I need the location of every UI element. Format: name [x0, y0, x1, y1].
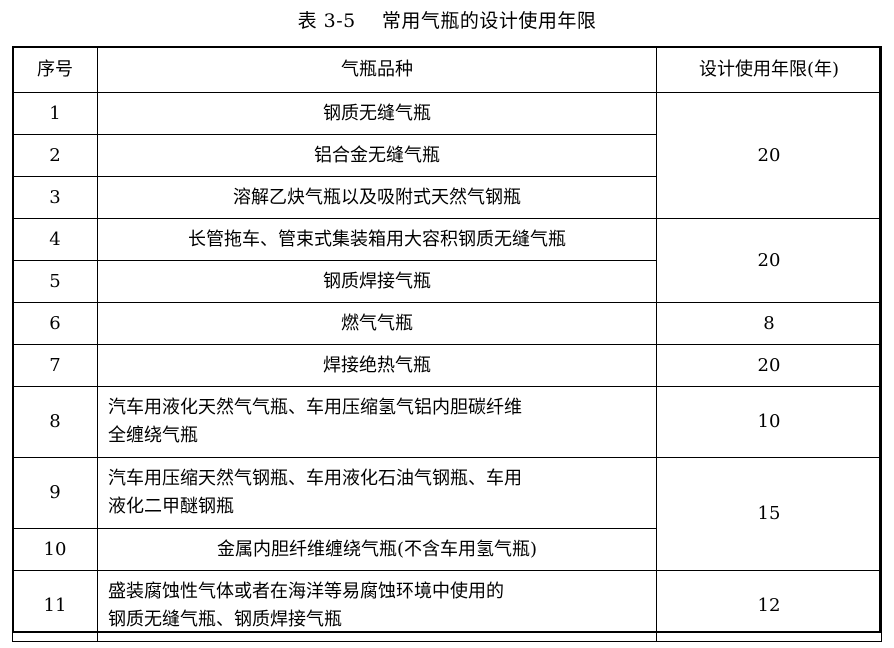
kind-line: 钢质无缝气瓶 — [323, 102, 431, 124]
header-cell-no: 序号 — [12, 46, 98, 93]
row-number-cell: 11 — [12, 570, 98, 642]
service-life-cell: 20 — [656, 344, 882, 387]
kind-line: 铝合金无缝气瓶 — [314, 144, 440, 166]
row-number-cell: 10 — [12, 528, 98, 571]
kind-line: 长管拖车、管束式集装箱用大容积钢质无缝气瓶 — [188, 228, 566, 250]
service-life-cell: 10 — [656, 386, 882, 458]
table-caption: 表 3-5 常用气瓶的设计使用年限 — [297, 10, 597, 32]
service-life-cell: 20 — [656, 92, 882, 219]
kind-line: 汽车用压缩天然气钢瓶、车用液化石油气钢瓶、车用 — [108, 468, 522, 489]
kind-line: 燃气气瓶 — [341, 312, 413, 334]
table-row: 4 长管拖车、管束式集装箱用大容积钢质无缝气瓶 20 — [12, 218, 882, 303]
kind-line: 钢质无缝气瓶、钢质焊接气瓶 — [108, 609, 342, 630]
table-row: 7 焊接绝热气瓶 20 — [12, 344, 882, 387]
kind-line: 金属内胆纤维缠绕气瓶(不含车用氢气瓶) — [216, 538, 538, 560]
row-number-cell: 7 — [12, 344, 98, 387]
service-life-cell: 20 — [656, 218, 882, 303]
row-number-cell: 6 — [12, 302, 98, 345]
row-number-cell: 8 — [12, 386, 98, 458]
cylinder-kind-cell: 钢质无缝气瓶 — [97, 92, 657, 135]
table-header-row: 序号 气瓶品种 设计使用年限(年) — [12, 46, 882, 93]
cylinder-kind-cell: 溶解乙炔气瓶以及吸附式天然气钢瓶 — [97, 176, 657, 219]
kind-line: 汽车用液化天然气气瓶、车用压缩氢气铝内胆碳纤维 — [108, 397, 522, 418]
kind-line: 盛装腐蚀性气体或者在海洋等易腐蚀环境中使用的 — [108, 581, 504, 602]
cylinder-kind-cell: 钢质焊接气瓶 — [97, 260, 657, 303]
row-number-cell: 9 — [12, 457, 98, 529]
cylinder-kind-cell: 汽车用压缩天然气钢瓶、车用液化石油气钢瓶、车用 液化二甲醚钢瓶 — [97, 457, 657, 529]
row-number-cell: 1 — [12, 92, 98, 135]
header-cell-kind: 气瓶品种 — [97, 46, 657, 93]
cylinder-kind-cell: 金属内胆纤维缠绕气瓶(不含车用氢气瓶) — [97, 528, 657, 571]
kind-line: 钢质焊接气瓶 — [323, 270, 431, 292]
cylinder-kind-cell: 铝合金无缝气瓶 — [97, 134, 657, 177]
row-number-cell: 2 — [12, 134, 98, 177]
kind-line: 溶解乙炔气瓶以及吸附式天然气钢瓶 — [233, 186, 521, 208]
table-row: 10 金属内胆纤维缠绕气瓶(不含车用氢气瓶) — [12, 528, 882, 571]
table-row: 2 铝合金无缝气瓶 — [12, 134, 882, 177]
service-life-cell: 8 — [656, 302, 882, 345]
gas-cylinder-service-life-table: 序号 气瓶品种 设计使用年限(年) 1 钢质无缝气瓶 20 2 铝合金无缝气瓶 … — [12, 46, 882, 642]
kind-line: 全缠绕气瓶 — [108, 425, 198, 446]
service-life-cell: 15 — [656, 457, 882, 571]
cylinder-kind-cell: 汽车用液化天然气气瓶、车用压缩氢气铝内胆碳纤维 全缠绕气瓶 — [97, 386, 657, 458]
service-life-cell: 12 — [656, 570, 882, 642]
table-row: 6 燃气气瓶 8 — [12, 302, 882, 345]
kind-line: 焊接绝热气瓶 — [323, 354, 431, 376]
table-row: 3 溶解乙炔气瓶以及吸附式天然气钢瓶 — [12, 176, 882, 219]
cylinder-kind-cell: 焊接绝热气瓶 — [97, 344, 657, 387]
kind-line: 液化二甲醚钢瓶 — [108, 496, 234, 517]
cylinder-kind-cell: 盛装腐蚀性气体或者在海洋等易腐蚀环境中使用的 钢质无缝气瓶、钢质焊接气瓶 — [97, 570, 657, 642]
row-number-cell: 4 — [12, 218, 98, 261]
table-row: 11 盛装腐蚀性气体或者在海洋等易腐蚀环境中使用的 钢质无缝气瓶、钢质焊接气瓶 … — [12, 570, 882, 642]
cylinder-kind-cell: 燃气气瓶 — [97, 302, 657, 345]
table-row: 8 汽车用液化天然气气瓶、车用压缩氢气铝内胆碳纤维 全缠绕气瓶 10 — [12, 386, 882, 458]
header-cell-years: 设计使用年限(年) — [656, 46, 882, 93]
cylinder-kind-cell: 长管拖车、管束式集装箱用大容积钢质无缝气瓶 — [97, 218, 657, 261]
row-number-cell: 5 — [12, 260, 98, 303]
table-row: 1 钢质无缝气瓶 20 — [12, 92, 882, 219]
table-row: 9 汽车用压缩天然气钢瓶、车用液化石油气钢瓶、车用 液化二甲醚钢瓶 15 — [12, 457, 882, 571]
row-number-cell: 3 — [12, 176, 98, 219]
